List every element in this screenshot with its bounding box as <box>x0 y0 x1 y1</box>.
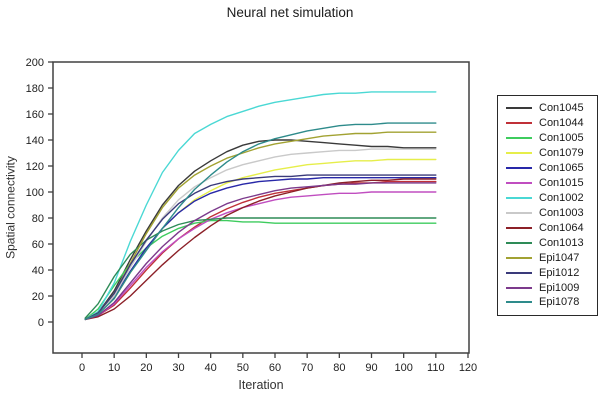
legend-label: Con1065 <box>539 162 584 175</box>
legend-box: Con1045 Con1044 Con1005 Con1079 Con1065 Con10… <box>497 95 598 316</box>
x-tick-label: 40 <box>205 362 217 374</box>
x-tick-label: 10 <box>108 362 120 374</box>
x-tick-label: 80 <box>333 362 345 374</box>
series-line-Con1013 <box>84 217 437 319</box>
series-line-Epi1012 <box>84 174 437 321</box>
legend-line-swatch <box>506 226 532 229</box>
chart-title: Neural net simulation <box>226 5 354 20</box>
legend-label: Con1064 <box>539 221 584 234</box>
legend-line-swatch <box>506 301 532 304</box>
y-tick-label: 0 <box>38 317 44 329</box>
legend-item: Con1064 <box>506 220 597 235</box>
x-tick-label: 60 <box>269 362 281 374</box>
series-line-Con1002 <box>84 91 437 321</box>
legend-line-swatch <box>506 182 532 185</box>
legend-label: Con1045 <box>539 102 584 115</box>
y-tick-label: 100 <box>26 187 44 199</box>
legend-label: Con1003 <box>539 206 584 219</box>
legend-label: Epi1047 <box>539 251 580 264</box>
x-tick-label: 110 <box>427 362 445 374</box>
legend-item: Con1065 <box>506 161 597 176</box>
legend-line-swatch <box>506 196 532 199</box>
series-line-Epi1078 <box>84 122 437 321</box>
legend-item: Con1002 <box>506 191 597 206</box>
legend-item: Con1015 <box>506 176 597 191</box>
legend-label: Epi1012 <box>539 266 580 279</box>
legend-label: Con1079 <box>539 147 584 160</box>
legend-line-swatch <box>506 271 532 274</box>
x-tick-label: 90 <box>365 362 377 374</box>
legend-item: Con1045 <box>506 101 597 116</box>
y-tick-label: 200 <box>26 57 44 69</box>
legend-label: Con1002 <box>539 191 584 204</box>
legend-item: Epi1009 <box>506 280 597 295</box>
x-tick-label: 100 <box>394 362 412 374</box>
x-tick-label: 30 <box>172 362 184 374</box>
legend-item: Con1044 <box>506 116 597 131</box>
y-tick-label: 120 <box>26 161 44 173</box>
legend-item: Con1003 <box>506 205 597 220</box>
legend-line-swatch <box>506 256 532 259</box>
legend-line-swatch <box>506 107 532 110</box>
series-line-Con1005 <box>84 219 437 321</box>
y-tick-label: 140 <box>26 135 44 147</box>
legend-line-swatch <box>506 241 532 244</box>
series-line-Con1065 <box>84 176 437 321</box>
legend-item: Con1005 <box>506 131 597 146</box>
legend-label: Con1044 <box>539 117 584 130</box>
legend-line-swatch <box>506 122 532 125</box>
series-line-Con1003 <box>84 148 437 321</box>
legend-line-swatch <box>506 167 532 170</box>
legend-label: Epi1009 <box>539 281 580 294</box>
x-axis-label: Iteration <box>238 378 284 392</box>
legend-line-swatch <box>506 137 532 140</box>
legend-label: Epi1078 <box>539 296 580 309</box>
legend-item: Epi1078 <box>506 295 597 310</box>
series-line-Con1045 <box>84 139 437 321</box>
y-tick-label: 60 <box>32 239 44 251</box>
legend-item: Con1079 <box>506 146 597 161</box>
x-tick-label: 20 <box>140 362 152 374</box>
legend-line-swatch <box>506 211 532 214</box>
y-tick-label: 20 <box>32 291 44 303</box>
legend-line-swatch <box>506 286 532 289</box>
x-tick-label: 70 <box>301 362 313 374</box>
x-tick-label: 0 <box>79 362 85 374</box>
series-line-Con1064 <box>84 178 437 321</box>
y-tick-label: 80 <box>32 213 44 225</box>
legend-label: Con1005 <box>539 132 584 145</box>
legend-label: Con1015 <box>539 177 584 190</box>
legend-label: Con1013 <box>539 236 584 249</box>
legend-item: Epi1012 <box>506 265 597 280</box>
series-line-Epi1009 <box>84 182 437 321</box>
legend-item: Con1013 <box>506 235 597 250</box>
y-tick-label: 180 <box>26 83 44 95</box>
y-tick-label: 40 <box>32 265 44 277</box>
legend-item: Epi1047 <box>506 250 597 265</box>
x-tick-label: 120 <box>459 362 477 374</box>
legend-line-swatch <box>506 152 532 155</box>
series-line-Con1015 <box>84 191 437 321</box>
x-tick-label: 50 <box>237 362 249 374</box>
axis-box <box>52 61 470 354</box>
y-tick-label: 160 <box>26 109 44 121</box>
series-line-Epi1047 <box>84 131 437 321</box>
